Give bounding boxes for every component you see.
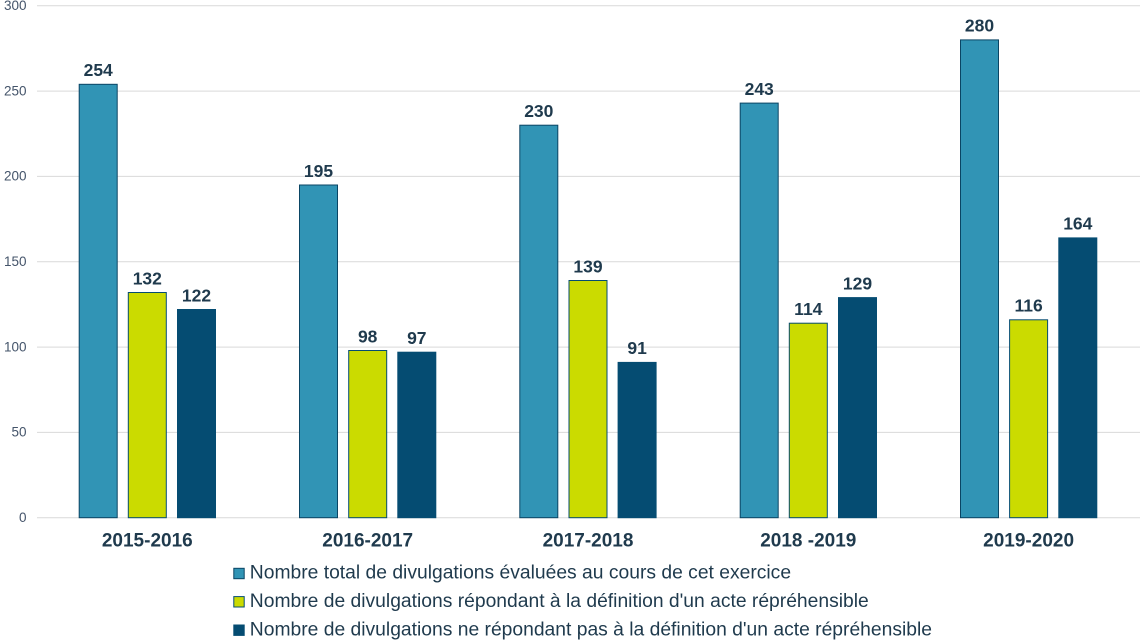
svg-text:91: 91 xyxy=(627,338,647,358)
svg-text:116: 116 xyxy=(1014,296,1042,316)
svg-text:250: 250 xyxy=(4,83,27,98)
svg-text:150: 150 xyxy=(4,254,27,269)
svg-text:114: 114 xyxy=(794,299,822,319)
svg-text:Nombre de divulgations réponda: Nombre de divulgations répondant à la dé… xyxy=(250,591,869,612)
svg-text:243: 243 xyxy=(745,79,774,99)
svg-text:100: 100 xyxy=(4,339,27,354)
svg-text:50: 50 xyxy=(11,425,26,440)
svg-text:2018 -2019: 2018 -2019 xyxy=(760,531,856,552)
svg-text:98: 98 xyxy=(358,326,378,346)
svg-text:280: 280 xyxy=(965,16,994,36)
svg-text:139: 139 xyxy=(573,256,602,276)
svg-text:195: 195 xyxy=(304,161,333,181)
svg-text:Nombre total de divulgations é: Nombre total de divulgations évaluées au… xyxy=(250,563,791,584)
svg-text:0: 0 xyxy=(19,510,27,525)
svg-text:Nombre de divulgations ne répo: Nombre de divulgations ne répondant pas … xyxy=(250,619,932,640)
svg-text:254: 254 xyxy=(84,60,113,80)
svg-text:164: 164 xyxy=(1063,214,1092,234)
svg-text:2016-2017: 2016-2017 xyxy=(322,531,413,552)
svg-text:200: 200 xyxy=(4,169,27,184)
svg-text:2015-2016: 2015-2016 xyxy=(102,531,193,552)
svg-text:300: 300 xyxy=(4,0,27,13)
svg-text:230: 230 xyxy=(524,101,553,121)
svg-text:129: 129 xyxy=(843,273,872,293)
svg-text:97: 97 xyxy=(407,328,426,348)
svg-text:2019-2020: 2019-2020 xyxy=(983,531,1074,552)
svg-text:2017-2018: 2017-2018 xyxy=(543,531,634,552)
svg-text:122: 122 xyxy=(182,285,211,305)
svg-text:132: 132 xyxy=(133,268,162,288)
